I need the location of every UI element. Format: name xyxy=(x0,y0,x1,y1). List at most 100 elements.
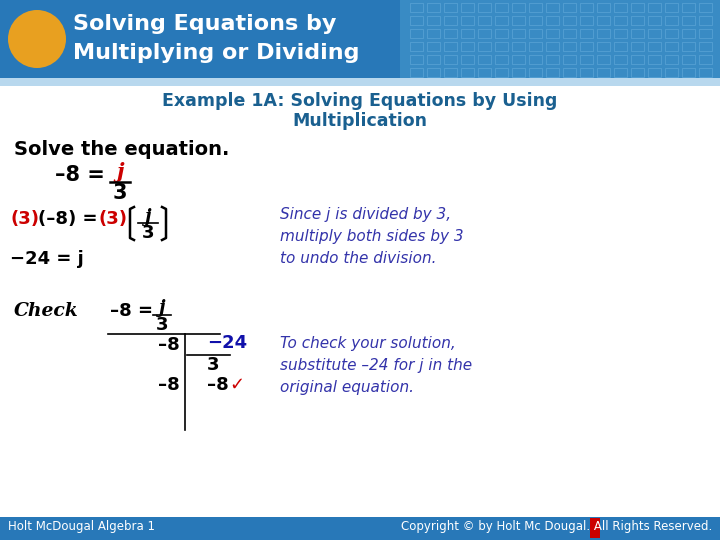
Text: Example 1A: Solving Equations by Using: Example 1A: Solving Equations by Using xyxy=(162,92,558,110)
Bar xyxy=(563,16,576,25)
Bar xyxy=(461,29,474,38)
Bar xyxy=(597,29,610,38)
Bar xyxy=(665,68,678,77)
Bar xyxy=(597,68,610,77)
Bar xyxy=(699,55,712,64)
Bar xyxy=(699,16,712,25)
Text: j: j xyxy=(145,208,151,226)
Text: 3: 3 xyxy=(142,224,154,242)
Bar xyxy=(512,55,525,64)
Text: 3: 3 xyxy=(113,183,127,203)
Bar xyxy=(580,29,593,38)
Text: (3): (3) xyxy=(10,210,39,228)
Bar xyxy=(512,42,525,51)
Text: –8 =: –8 = xyxy=(110,302,159,320)
Bar xyxy=(563,3,576,12)
Bar xyxy=(563,42,576,51)
Bar xyxy=(410,42,423,51)
Bar xyxy=(580,42,593,51)
Bar xyxy=(495,3,508,12)
Text: −24 = j: −24 = j xyxy=(10,250,84,268)
Bar xyxy=(563,55,576,64)
Bar xyxy=(427,29,440,38)
Text: Since j is divided by 3,
multiply both sides by 3
to undo the division.: Since j is divided by 3, multiply both s… xyxy=(280,207,464,266)
Bar xyxy=(444,3,457,12)
Text: (–8) =: (–8) = xyxy=(38,210,104,228)
Bar xyxy=(699,68,712,77)
Bar xyxy=(682,3,695,12)
Text: –8 =: –8 = xyxy=(55,165,112,185)
Bar xyxy=(529,16,542,25)
Bar xyxy=(614,55,627,64)
Bar xyxy=(563,68,576,77)
Bar xyxy=(478,3,491,12)
Bar xyxy=(614,29,627,38)
Bar xyxy=(410,16,423,25)
Bar xyxy=(665,16,678,25)
Bar xyxy=(665,42,678,51)
Bar xyxy=(580,16,593,25)
Bar xyxy=(444,42,457,51)
Bar xyxy=(682,29,695,38)
Bar xyxy=(546,55,559,64)
Bar xyxy=(427,55,440,64)
Bar xyxy=(427,3,440,12)
Bar xyxy=(495,68,508,77)
Bar xyxy=(478,29,491,38)
Bar xyxy=(495,29,508,38)
Bar xyxy=(614,16,627,25)
Bar xyxy=(444,16,457,25)
Bar xyxy=(665,55,678,64)
Bar xyxy=(546,42,559,51)
Ellipse shape xyxy=(8,10,66,68)
Bar xyxy=(631,55,644,64)
Bar xyxy=(597,16,610,25)
Bar xyxy=(682,16,695,25)
Bar xyxy=(529,3,542,12)
Bar xyxy=(682,55,695,64)
Bar xyxy=(478,16,491,25)
Bar xyxy=(427,16,440,25)
Bar xyxy=(546,68,559,77)
Bar xyxy=(427,42,440,51)
Text: j: j xyxy=(158,299,166,317)
Bar xyxy=(546,3,559,12)
Bar xyxy=(410,3,423,12)
Bar xyxy=(699,42,712,51)
Bar xyxy=(478,42,491,51)
Bar xyxy=(546,16,559,25)
Bar xyxy=(478,68,491,77)
Bar xyxy=(682,68,695,77)
Bar xyxy=(495,55,508,64)
Bar xyxy=(563,29,576,38)
Bar xyxy=(0,517,720,540)
Bar xyxy=(648,29,661,38)
Text: Solve the equation.: Solve the equation. xyxy=(14,140,230,159)
Text: –8: –8 xyxy=(207,376,235,394)
Text: 3: 3 xyxy=(156,316,168,334)
Bar xyxy=(631,3,644,12)
Bar xyxy=(699,29,712,38)
Bar xyxy=(512,68,525,77)
Text: Check: Check xyxy=(14,302,78,320)
Bar xyxy=(580,68,593,77)
Text: To check your solution,
substitute –24 for j in the
original equation.: To check your solution, substitute –24 f… xyxy=(280,336,472,395)
Bar xyxy=(410,29,423,38)
Bar xyxy=(461,3,474,12)
Text: Solving Equations by: Solving Equations by xyxy=(73,14,336,34)
Bar xyxy=(597,55,610,64)
Bar xyxy=(590,518,600,538)
Bar xyxy=(512,3,525,12)
Bar xyxy=(665,29,678,38)
Bar xyxy=(529,29,542,38)
Bar xyxy=(410,68,423,77)
Bar xyxy=(495,42,508,51)
Bar xyxy=(631,16,644,25)
Text: Multiplication: Multiplication xyxy=(292,112,428,130)
Bar xyxy=(580,55,593,64)
Bar xyxy=(0,78,720,86)
Bar xyxy=(461,55,474,64)
Bar xyxy=(631,68,644,77)
Bar xyxy=(529,42,542,51)
Bar xyxy=(427,68,440,77)
